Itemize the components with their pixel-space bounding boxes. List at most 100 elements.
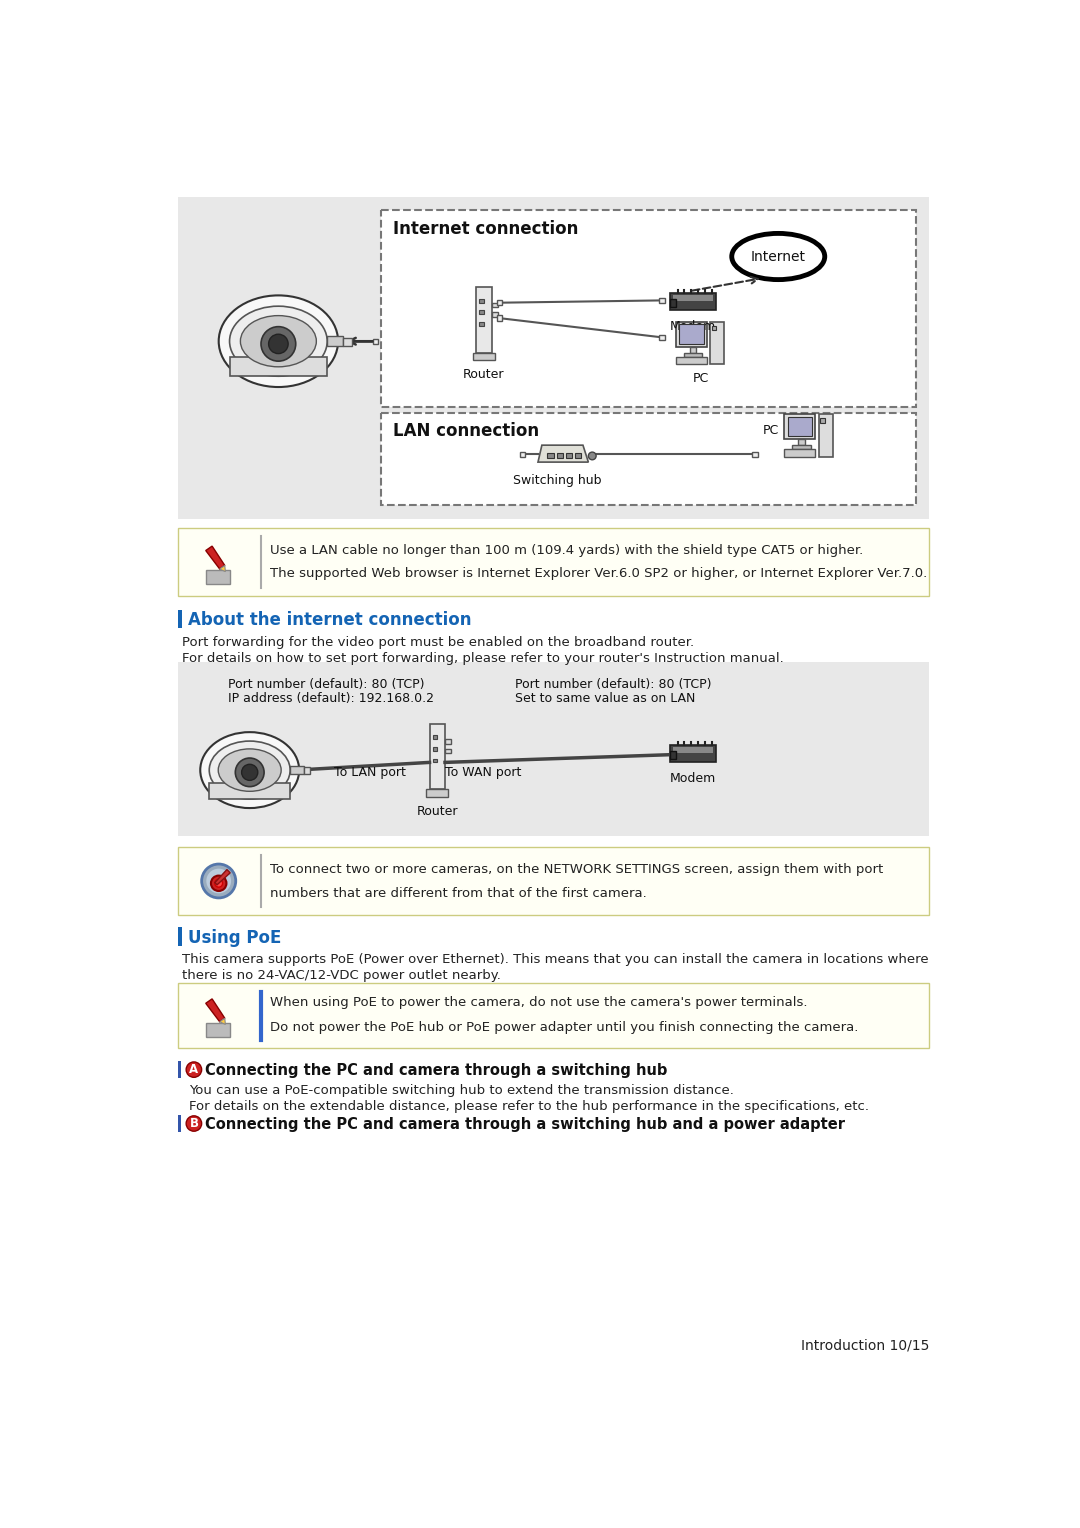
Bar	[670, 293, 716, 310]
Bar	[210, 784, 291, 799]
Bar	[548, 452, 554, 458]
Bar	[480, 310, 484, 315]
Text: numbers that are different from that of the first camera.: numbers that are different from that of …	[270, 888, 647, 900]
Bar	[473, 353, 495, 361]
Bar	[433, 747, 437, 750]
Bar	[381, 211, 916, 406]
Bar	[684, 353, 702, 356]
Bar	[710, 322, 724, 364]
Bar	[480, 299, 484, 303]
Bar	[519, 452, 525, 457]
Text: To connect two or more cameras, on the NETWORK SETTINGS screen, assign them with: To connect two or more cameras, on the N…	[270, 862, 883, 876]
Text: Port forwarding for the video port must be enabled on the broadband router.: Port forwarding for the video port must …	[181, 636, 693, 649]
Text: This camera supports PoE (Power over Ethernet). This means that you can install : This camera supports PoE (Power over Eth…	[181, 953, 928, 966]
Ellipse shape	[210, 741, 291, 799]
Bar	[177, 529, 930, 596]
Text: PC: PC	[762, 423, 779, 437]
Text: Port number (default): 80 (TCP): Port number (default): 80 (TCP)	[515, 678, 712, 691]
Bar	[712, 325, 716, 330]
Polygon shape	[219, 565, 226, 571]
Polygon shape	[538, 445, 589, 461]
Bar	[433, 758, 437, 762]
Bar	[497, 315, 502, 321]
Text: Switching hub: Switching hub	[513, 474, 602, 486]
Bar	[445, 749, 451, 753]
Bar	[491, 303, 498, 307]
Bar	[576, 452, 581, 458]
Bar	[673, 747, 713, 753]
Bar	[177, 662, 930, 836]
Bar	[787, 417, 812, 435]
Ellipse shape	[218, 295, 338, 387]
Bar	[784, 449, 815, 457]
Bar	[327, 336, 343, 345]
Bar	[491, 312, 498, 316]
Bar	[445, 740, 451, 744]
Bar	[343, 338, 352, 345]
Bar	[497, 299, 502, 306]
Polygon shape	[206, 545, 225, 568]
Bar	[480, 322, 484, 325]
Text: Set to same value as on LAN: Set to same value as on LAN	[515, 692, 696, 704]
Text: The supported Web browser is Internet Explorer Ver.6.0 SP2 or higher, or Interne: The supported Web browser is Internet Ex…	[270, 567, 927, 579]
Circle shape	[186, 1062, 202, 1077]
Text: LAN connection: LAN connection	[393, 422, 539, 440]
Text: Connecting the PC and camera through a switching hub: Connecting the PC and camera through a s…	[205, 1062, 667, 1077]
Bar	[690, 347, 697, 353]
Circle shape	[215, 880, 222, 888]
Text: Use a LAN cable no longer than 100 m (109.4 yards) with the shield type CAT5 or : Use a LAN cable no longer than 100 m (10…	[270, 544, 863, 556]
Text: When using PoE to power the camera, do not use the camera's power terminals.: When using PoE to power the camera, do n…	[270, 996, 808, 1010]
Bar	[676, 322, 707, 347]
Bar	[819, 414, 833, 457]
Circle shape	[186, 1115, 202, 1131]
Bar	[679, 324, 704, 344]
Bar	[670, 299, 676, 307]
Text: Using PoE: Using PoE	[188, 929, 281, 947]
Text: Router: Router	[417, 805, 458, 817]
Text: To LAN port: To LAN port	[335, 766, 406, 779]
Bar	[676, 356, 707, 364]
Text: Introduction 10/15: Introduction 10/15	[801, 1339, 930, 1352]
Bar	[793, 445, 811, 449]
Text: For details on how to set port forwarding, please refer to your router's Instruc: For details on how to set port forwardin…	[181, 651, 783, 665]
Text: Port number (default): 80 (TCP): Port number (default): 80 (TCP)	[228, 678, 424, 691]
Text: B: B	[189, 1117, 199, 1131]
Circle shape	[206, 868, 231, 894]
Bar	[206, 1022, 230, 1036]
Bar	[798, 439, 805, 445]
Ellipse shape	[241, 316, 316, 367]
Text: You can use a PoE-compatible switching hub to extend the transmission distance.: You can use a PoE-compatible switching h…	[189, 1085, 734, 1097]
Bar	[427, 790, 448, 798]
Circle shape	[242, 764, 258, 781]
Bar	[670, 746, 716, 762]
Bar	[784, 414, 815, 439]
Bar	[381, 413, 916, 506]
Bar	[177, 927, 181, 946]
Bar	[476, 287, 491, 353]
Bar	[291, 766, 303, 773]
Text: For details on the extendable distance, please refer to the hub performance in t: For details on the extendable distance, …	[189, 1100, 869, 1112]
Bar	[177, 847, 930, 915]
Text: Internet: Internet	[751, 249, 806, 263]
Circle shape	[235, 758, 265, 787]
Bar	[206, 570, 230, 584]
Bar	[659, 335, 664, 341]
Bar	[673, 295, 713, 301]
Text: Connecting the PC and camera through a switching hub and a power adapter: Connecting the PC and camera through a s…	[205, 1117, 845, 1132]
Bar	[670, 750, 676, 758]
Polygon shape	[206, 999, 225, 1022]
Ellipse shape	[200, 732, 299, 808]
Bar	[177, 197, 930, 520]
Text: Modem: Modem	[670, 319, 716, 333]
Text: IP address (default): 192.168.0.2: IP address (default): 192.168.0.2	[228, 692, 434, 704]
Bar	[433, 735, 437, 740]
Circle shape	[211, 876, 227, 891]
Bar	[556, 452, 563, 458]
Text: To WAN port: To WAN port	[445, 766, 522, 779]
Bar	[177, 983, 930, 1048]
Circle shape	[269, 335, 288, 353]
Bar	[177, 1060, 180, 1079]
Ellipse shape	[218, 749, 281, 792]
Text: Modem: Modem	[670, 772, 716, 785]
Bar	[566, 452, 572, 458]
